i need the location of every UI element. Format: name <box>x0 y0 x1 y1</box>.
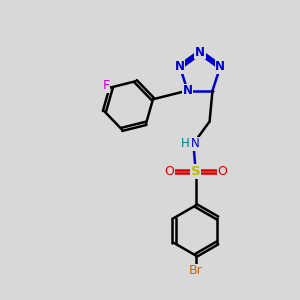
Text: N: N <box>195 46 205 59</box>
Text: O: O <box>217 165 227 178</box>
Text: N: N <box>215 60 225 74</box>
Text: O: O <box>164 165 174 178</box>
Text: H: H <box>181 137 190 150</box>
Text: F: F <box>102 80 110 92</box>
Text: N: N <box>191 137 200 150</box>
Text: N: N <box>175 60 185 74</box>
Text: S: S <box>191 165 200 178</box>
Text: N: N <box>183 84 193 97</box>
Text: Br: Br <box>189 264 202 277</box>
